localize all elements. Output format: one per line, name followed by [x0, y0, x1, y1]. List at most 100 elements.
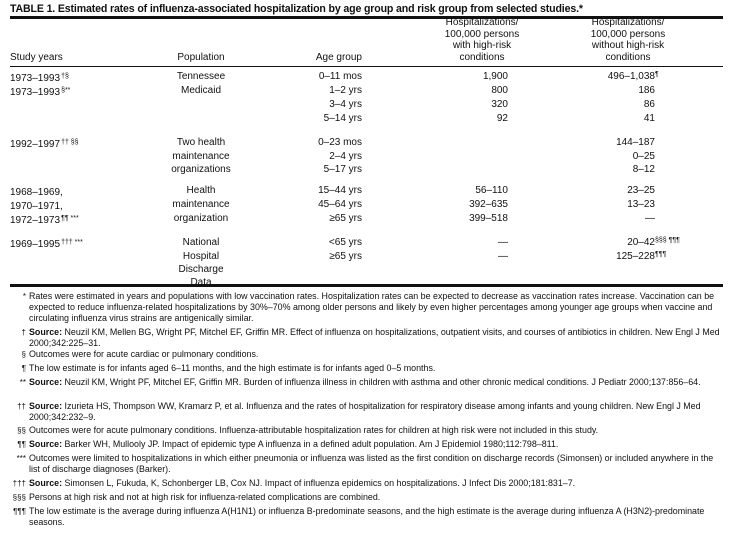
- cell-age-group: 45–64 yrs: [262, 198, 362, 211]
- footnote-marker: ***: [16, 454, 26, 463]
- age-group-text: 1–2 yrs: [329, 85, 362, 96]
- population-text: maintenance: [172, 199, 230, 210]
- cell-age-group: 1–2 yrs: [262, 84, 362, 97]
- cell-study-years: 1968–1969,: [10, 184, 64, 199]
- cell-study-years: [10, 163, 11, 178]
- high-risk-rate: 320: [491, 99, 508, 110]
- age-group-text: 5–14 yrs: [323, 113, 362, 124]
- study-years-text: 1968–1969,: [10, 187, 63, 198]
- footnote-text: The low estimate is for infants aged 6–1…: [29, 363, 723, 374]
- population-text: organizations: [171, 164, 231, 175]
- footnote-marker: †: [21, 328, 26, 337]
- footnote-ref: §**: [61, 87, 71, 94]
- population-text: maintenance: [172, 151, 230, 162]
- cell-population: maintenance: [150, 198, 252, 211]
- footnote-ref: ¶¶¶: [655, 251, 667, 258]
- cell-population: Discharge: [150, 263, 252, 276]
- header-age-group: Age group: [315, 52, 362, 63]
- footnote: ** Source: Neuzil KM, Wright PF, Mitchel …: [10, 377, 723, 388]
- high-risk-rate: —: [498, 237, 508, 248]
- cell-high-risk-rate: —: [408, 236, 508, 249]
- cell-high-risk-rate: 1,900: [408, 70, 508, 83]
- footnote-body: Outcomes were limited to hospitalization…: [29, 453, 714, 475]
- cell-study-years: 1970–1971,: [10, 198, 64, 213]
- footnote-marker: ¶: [21, 364, 26, 373]
- footnote-text: Source: Simonsen L, Fukuda, K, Schonberg…: [29, 478, 723, 489]
- source-label: Source:: [29, 377, 63, 387]
- high-risk-rate: 399–518: [469, 213, 508, 224]
- cell-age-group: 5–14 yrs: [262, 112, 362, 125]
- cell-study-years: 1973–1993†§: [10, 70, 69, 85]
- no-high-risk-rate: 13–23: [627, 199, 655, 210]
- header-no-high-risk: Hospitalizations/ 100,000 persons withou…: [578, 17, 678, 64]
- cell-population: Tennessee: [150, 70, 252, 83]
- footnote: *** Outcomes were limited to hospitalizat…: [10, 453, 723, 475]
- cell-age-group: 5–17 yrs: [262, 163, 362, 176]
- footnote-text: Rates were estimated in years and popula…: [29, 291, 723, 325]
- bottom-rule: [10, 284, 723, 287]
- cell-age-group: 0–23 mos: [262, 136, 362, 149]
- cell-no-high-risk-rate: —: [555, 212, 655, 225]
- header-line: Hospitalizations/: [445, 17, 519, 28]
- footnote-body: Neuzil KM, Wright PF, Mitchel EF, Griffi…: [64, 377, 701, 387]
- age-group-text: 5–17 yrs: [323, 164, 362, 175]
- cell-high-risk-rate: 320: [408, 98, 508, 111]
- age-group-text: 2–4 yrs: [329, 151, 362, 162]
- footnote-body: Izurieta HS, Thompson WW, Kramarz P, et …: [29, 401, 701, 423]
- cell-population: Hospital: [150, 250, 252, 263]
- study-years-text: 1992–1997: [10, 139, 61, 150]
- study-years-text: 1969–1995: [10, 239, 61, 250]
- header-rule: [10, 66, 723, 67]
- header-line: Hospitalizations/: [591, 17, 665, 28]
- footnote-body: Persons at high risk and not at high ris…: [29, 492, 381, 502]
- cell-study-years: 1973–1993§**: [10, 84, 70, 99]
- footnote-text: Outcomes were for acute pulmonary condit…: [29, 425, 723, 436]
- header-line: conditions: [459, 52, 505, 64]
- source-label: Source:: [29, 439, 63, 449]
- header-line: without high-risk: [591, 40, 665, 52]
- footnote: †† Source: Izurieta HS, Thompson WW, Kram…: [10, 401, 723, 423]
- cell-no-high-risk-rate: 144–187: [555, 136, 655, 149]
- population-text: Data: [190, 277, 212, 288]
- study-years-text: 1973–1993: [10, 73, 61, 84]
- cell-high-risk-rate: 56–110: [408, 184, 508, 197]
- footnote-ref: †§: [61, 73, 69, 80]
- header-study-years: Study years: [10, 52, 63, 63]
- footnote-body: The low estimate is for infants aged 6–1…: [29, 363, 436, 373]
- study-years-text: 1973–1993: [10, 87, 61, 98]
- footnote: * Rates were estimated in years and popul…: [10, 291, 723, 325]
- population-text: Medicaid: [180, 85, 222, 96]
- cell-population: National: [150, 236, 252, 249]
- footnote: ¶¶¶ The low estimate is the average durin…: [10, 506, 723, 528]
- age-group-text: 0–23 mos: [318, 137, 362, 148]
- population-text: Two health: [176, 137, 226, 148]
- footnote: ¶¶ Source: Barker WH, Mullooly JP. Impact…: [10, 439, 723, 450]
- footnote-body: The low estimate is the average during i…: [29, 506, 705, 528]
- cell-study-years: 1969–1995††† ***: [10, 236, 83, 251]
- footnote-text: Persons at high risk and not at high ris…: [29, 492, 723, 503]
- age-group-text: 15–44 yrs: [318, 185, 362, 196]
- footnote-body: Rates were estimated in years and popula…: [29, 291, 715, 324]
- study-years-text: 1972–1973: [10, 215, 61, 226]
- high-risk-rate: 1,900: [482, 71, 508, 82]
- age-group-text: 0–11 mos: [318, 71, 362, 82]
- no-high-risk-rate: 8–12: [632, 164, 655, 175]
- footnote-ref: †† §§: [61, 139, 79, 146]
- source-label: Source:: [29, 327, 63, 337]
- population-text: Tennessee: [176, 71, 226, 82]
- no-high-risk-rate: 86: [643, 99, 655, 110]
- study-years-text: 1970–1971,: [10, 201, 63, 212]
- footnote-body: Neuzil KM, Mellen BG, Wright PF, Mitchel…: [29, 327, 720, 349]
- cell-population: Two health: [150, 136, 252, 149]
- footnote: § Outcomes were for acute cardiac or pulm…: [10, 349, 723, 360]
- cell-no-high-risk-rate: 0–25: [555, 150, 655, 163]
- footnote-marker: *: [22, 292, 26, 301]
- cell-population: Medicaid: [150, 84, 252, 97]
- no-high-risk-rate: 144–187: [616, 137, 655, 148]
- footnote-body: Simonsen L, Fukuda, K, Schonberger LB, C…: [64, 478, 576, 488]
- cell-no-high-risk-rate: 86: [555, 98, 655, 111]
- cell-age-group: <65 yrs: [262, 236, 362, 249]
- population-text: Health: [186, 185, 216, 196]
- footnote-text: Outcomes were limited to hospitalization…: [29, 453, 723, 475]
- footnote-text: Source: Neuzil KM, Wright PF, Mitchel EF…: [29, 377, 723, 388]
